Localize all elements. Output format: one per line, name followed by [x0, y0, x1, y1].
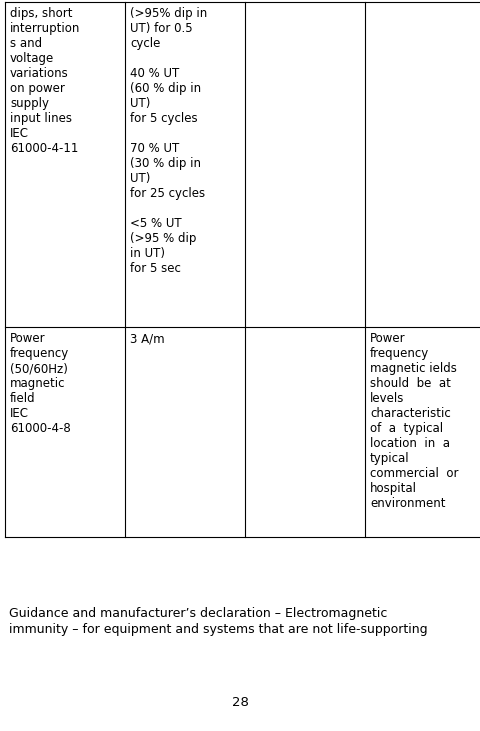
Text: Power
frequency
(50/60Hz)
magnetic
field
IEC
61000-4-8: Power frequency (50/60Hz) magnetic field…	[10, 332, 71, 435]
Text: Power
frequency
magnetic ields
should  be  at
levels
characteristic
of  a  typic: Power frequency magnetic ields should be…	[370, 332, 458, 510]
Text: immunity – for equipment and systems that are not life-supporting: immunity – for equipment and systems tha…	[9, 623, 428, 636]
Text: (>95% dip in
UT) for 0.5
cycle

40 % UT
(60 % dip in
UT)
for 5 cycles

70 % UT
(: (>95% dip in UT) for 0.5 cycle 40 % UT (…	[130, 7, 207, 275]
Text: 3 A/m: 3 A/m	[130, 332, 165, 345]
Text: 28: 28	[231, 697, 249, 710]
Text: dips, short
interruption
s and
voltage
variations
on power
supply
input lines
IE: dips, short interruption s and voltage v…	[10, 7, 80, 155]
Text: Guidance and manufacturer’s declaration – Electromagnetic: Guidance and manufacturer’s declaration …	[9, 607, 387, 620]
